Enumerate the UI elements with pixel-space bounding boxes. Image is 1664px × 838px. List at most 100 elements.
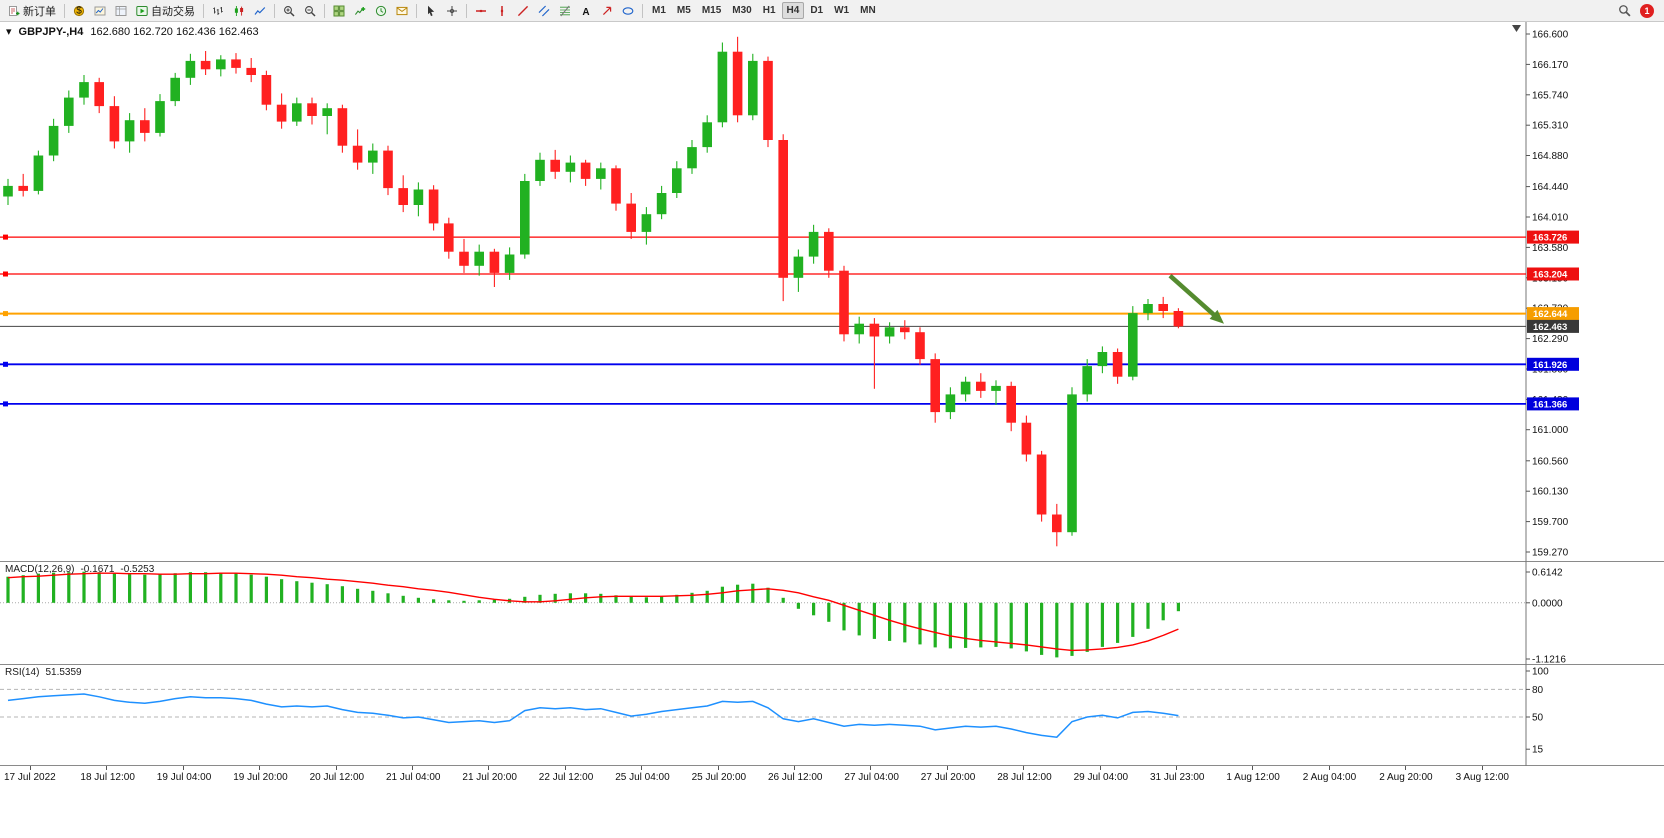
time-tick xyxy=(106,766,108,770)
svg-text:160.560: 160.560 xyxy=(1532,456,1569,467)
symbols-button[interactable]: $ xyxy=(69,2,89,20)
profiles-icon xyxy=(94,6,106,15)
cursor-icon xyxy=(428,5,435,16)
price-badge-162.644 xyxy=(1527,307,1579,321)
timeframe-h1-button[interactable]: H1 xyxy=(762,5,776,16)
time-label: 25 Jul 04:00 xyxy=(615,772,670,783)
crosshair-button[interactable] xyxy=(442,2,462,20)
rsi-svg[interactable]: 100 80 50 15 xyxy=(0,665,1664,766)
time-label: 19 Jul 20:00 xyxy=(233,772,288,783)
time-label: 17 Jul 2022 xyxy=(4,772,56,783)
time-tick xyxy=(641,766,643,770)
timeframe-m1-button[interactable]: M1 xyxy=(652,5,666,16)
toolbar-separator xyxy=(466,3,467,18)
symbol-label: GBPJPY-,H4 xyxy=(18,25,84,38)
svg-text:165.310: 165.310 xyxy=(1532,121,1569,132)
ohlc-values: 162.680 162.720 162.436 162.463 xyxy=(90,25,259,38)
time-label: 22 Jul 12:00 xyxy=(538,772,594,783)
shapes-button[interactable] xyxy=(618,2,638,20)
price-chart-panel[interactable]: ▾ GBPJPY-,H4 162.680 162.720 162.436 162… xyxy=(0,22,1664,562)
time-tick xyxy=(717,766,719,770)
price-badge-163.204 xyxy=(1527,267,1579,281)
horizontal-line-button[interactable] xyxy=(471,2,491,20)
rsi-panel[interactable]: RSI(14) 51.5359 100 80 50 15 xyxy=(0,665,1664,766)
time-tick xyxy=(946,766,948,770)
arrows-button[interactable] xyxy=(597,2,617,20)
autotrading-icon xyxy=(136,5,148,16)
chart-title: ▾ GBPJPY-,H4 162.680 162.720 162.436 162… xyxy=(6,25,259,39)
timeframe-h4-button[interactable]: H4 xyxy=(781,2,805,19)
timeframe-m30-button[interactable]: M30 xyxy=(732,5,752,16)
time-axis[interactable]: 17 Jul 2022 18 Jul 12:00 19 Jul 04:00 19 Ju… xyxy=(0,766,1664,788)
price-badge-161.366 xyxy=(1527,397,1579,411)
symbols-icon: $ xyxy=(73,5,85,16)
time-tick xyxy=(1252,766,1254,770)
candlestick-chart-button[interactable] xyxy=(229,2,249,20)
time-tick xyxy=(1099,766,1101,770)
timeframe-mn-button[interactable]: MN xyxy=(860,5,876,16)
data-window-button[interactable] xyxy=(111,2,131,20)
svg-text:0.0000: 0.0000 xyxy=(1532,598,1563,609)
zoom-in-button[interactable] xyxy=(279,2,299,20)
autotrading-button[interactable]: 自动交易 xyxy=(132,2,199,20)
notification-badge[interactable]: 1 xyxy=(1640,3,1654,18)
time-label: 20 Jul 12:00 xyxy=(309,772,365,783)
fibonacci-button[interactable] xyxy=(555,2,575,20)
bar-chart-button[interactable] xyxy=(208,2,228,20)
periods-button[interactable] xyxy=(371,2,391,20)
trendline-button[interactable] xyxy=(513,2,533,20)
macd-main-value: -0.1671 xyxy=(80,564,115,575)
svg-text:164.880: 164.880 xyxy=(1532,151,1569,162)
rsi-value: 51.5359 xyxy=(45,667,82,678)
arrows-icon xyxy=(602,6,612,15)
new-order-button-label: 新订单 xyxy=(23,5,56,18)
price-badge-162.463 xyxy=(1527,319,1579,333)
timeframe-m5-button[interactable]: M5 xyxy=(676,5,691,16)
cursor-button[interactable] xyxy=(421,2,441,20)
trendline-icon xyxy=(517,5,529,16)
time-tick xyxy=(1023,766,1025,770)
templates-button[interactable] xyxy=(392,2,412,20)
time-tick xyxy=(870,766,872,770)
svg-text:0.6142: 0.6142 xyxy=(1532,568,1563,579)
symbol-dropdown-icon[interactable]: ▾ xyxy=(6,26,12,38)
macd-svg[interactable]: 0.6142 0.0000 -1.1216 xyxy=(0,562,1664,665)
timeframe-d1-button[interactable]: D1 xyxy=(810,5,824,16)
time-tick xyxy=(335,766,337,770)
time-tick xyxy=(1405,766,1407,770)
new-order-icon xyxy=(9,5,20,16)
timeframe-m15-button[interactable]: M15 xyxy=(701,5,722,16)
rsi-label: RSI(14) 51.5359 xyxy=(5,667,82,678)
tile-windows-button[interactable] xyxy=(329,2,349,20)
vertical-line-button[interactable] xyxy=(492,2,512,20)
svg-text:164.010: 164.010 xyxy=(1532,213,1569,224)
search-button[interactable] xyxy=(1614,2,1635,20)
svg-text:80: 80 xyxy=(1532,685,1544,696)
new-order-button[interactable]: 新订单 xyxy=(4,2,60,20)
fibonacci-icon xyxy=(560,5,570,16)
indicators-button[interactable] xyxy=(350,2,370,20)
chart-shift-marker[interactable] xyxy=(1512,25,1521,32)
svg-text:161.366: 161.366 xyxy=(1533,399,1567,410)
rsi-name: RSI(14) xyxy=(5,667,40,678)
annotation-arrow[interactable] xyxy=(1168,274,1218,319)
svg-text:165.740: 165.740 xyxy=(1532,90,1569,101)
macd-panel[interactable]: MACD(12,26,9) -0.1671 -0.5253 0.6142 0.00… xyxy=(0,562,1664,665)
svg-text:159.270: 159.270 xyxy=(1532,548,1569,559)
time-tick xyxy=(412,766,413,770)
line-chart-button[interactable] xyxy=(250,2,270,20)
timeframe-w1-button[interactable]: W1 xyxy=(834,5,850,16)
profiles-button[interactable] xyxy=(90,2,110,20)
vline-icon xyxy=(500,5,504,16)
svg-text:$: $ xyxy=(76,5,82,16)
svg-text:50: 50 xyxy=(1532,713,1544,724)
time-label: 27 Jul 04:00 xyxy=(844,772,899,783)
time-tick xyxy=(259,766,261,770)
svg-text:A: A xyxy=(582,7,589,17)
channel-button[interactable] xyxy=(534,2,554,20)
zoom-out-button[interactable] xyxy=(300,2,320,20)
price-chart-svg[interactable]: 166.600 166.170 165.740 165.310 164.880 164.4… xyxy=(0,22,1664,562)
tile-windows-icon xyxy=(333,5,345,16)
text-button[interactable]: A xyxy=(576,2,596,20)
